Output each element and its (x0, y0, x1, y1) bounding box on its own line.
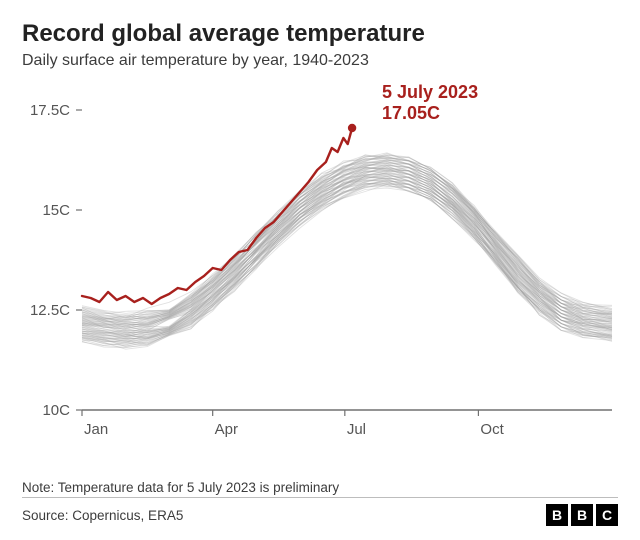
footer: Note: Temperature data for 5 July 2023 i… (22, 480, 618, 526)
svg-text:15C: 15C (42, 202, 70, 219)
svg-text:17.5C: 17.5C (30, 102, 70, 119)
svg-text:Jul: Jul (347, 421, 366, 438)
svg-text:10C: 10C (42, 402, 70, 419)
bbc-logo-block: B (546, 504, 568, 526)
svg-text:12.5C: 12.5C (30, 302, 70, 319)
bbc-logo-block: B (571, 504, 593, 526)
svg-text:Oct: Oct (480, 421, 504, 438)
footnote: Note: Temperature data for 5 July 2023 i… (22, 480, 618, 495)
chart-subtitle: Daily surface air temperature by year, 1… (22, 52, 618, 70)
svg-text:Apr: Apr (215, 421, 238, 438)
record-callout: 5 July 2023 17.05C (382, 82, 478, 123)
source-text: Source: Copernicus, ERA5 (22, 508, 183, 523)
chart-area: 10C 12.5C 15C 17.5C Jan Apr Jul Oct 5 July 2023… (22, 80, 618, 460)
callout-value: 17.05C (382, 103, 478, 124)
bbc-logo-block: C (596, 504, 618, 526)
line-chart-svg: 10C 12.5C 15C 17.5C Jan Apr Jul Oct (22, 80, 618, 460)
bbc-logo: BBC (546, 504, 618, 526)
svg-text:Jan: Jan (84, 421, 108, 438)
callout-date: 5 July 2023 (382, 82, 478, 103)
chart-title: Record global average temperature (22, 20, 618, 48)
